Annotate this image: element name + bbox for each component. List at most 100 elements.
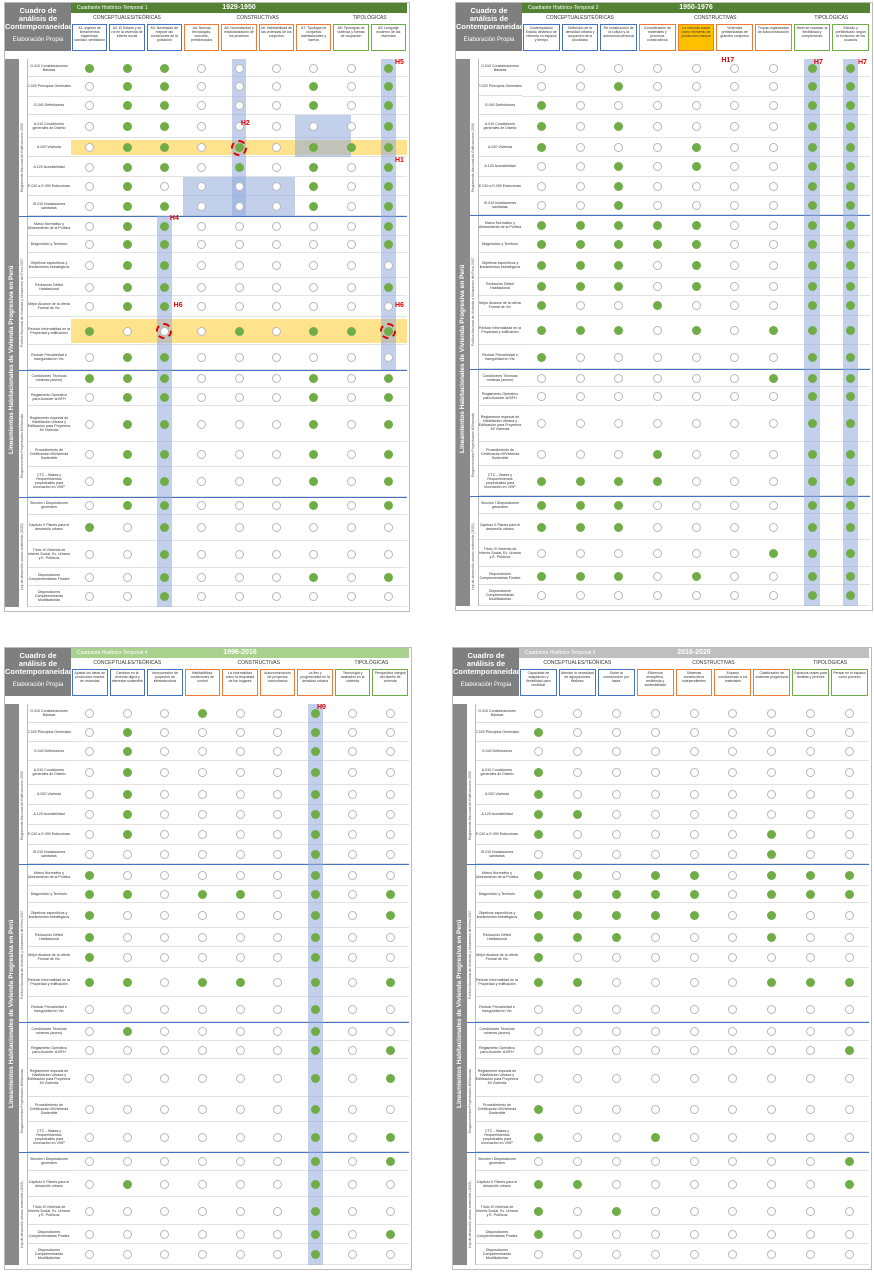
empty-dot — [85, 353, 95, 363]
row-label: Título III Vivienda de Interés Social, E… — [27, 1197, 71, 1226]
marked-dot — [536, 221, 546, 231]
marked-dot — [533, 952, 543, 962]
empty-dot — [385, 747, 395, 757]
empty-dot — [234, 282, 244, 292]
empty-dot — [85, 501, 95, 511]
empty-dot — [806, 850, 816, 860]
row-divider — [519, 1058, 869, 1060]
row-divider — [71, 927, 409, 929]
empty-dot — [652, 143, 662, 153]
empty-dot — [346, 121, 356, 131]
empty-dot — [614, 591, 624, 601]
empty-dot — [845, 1104, 855, 1114]
row-label: CTC – Bases y Requerimientos proyectuale… — [27, 1122, 71, 1153]
row-label: G.020 Principios Generales — [478, 77, 522, 97]
marked-dot — [846, 373, 856, 383]
empty-dot — [728, 1104, 738, 1114]
marked-dot — [383, 63, 393, 73]
empty-dot — [575, 419, 585, 429]
empty-dot — [346, 82, 356, 92]
side-title: Lineamientos Habitacionales de Vivienda … — [459, 264, 466, 453]
marked-dot — [650, 911, 660, 921]
empty-dot — [730, 476, 740, 486]
empty-dot — [197, 550, 207, 560]
marked-dot — [309, 419, 319, 429]
marked-dot — [846, 301, 856, 311]
marked-dot — [385, 1132, 395, 1142]
row-divider — [71, 1021, 409, 1023]
empty-dot — [235, 932, 245, 942]
marked-dot — [846, 63, 856, 73]
empty-dot — [767, 790, 777, 800]
marked-dot — [383, 572, 393, 582]
row-divider — [519, 996, 869, 998]
row-divider — [519, 945, 869, 947]
highlight-column — [231, 59, 247, 216]
marked-dot — [845, 1179, 855, 1189]
row-divider — [522, 440, 870, 442]
empty-dot — [346, 523, 356, 533]
marked-dot — [159, 221, 169, 231]
marked-dot — [846, 181, 856, 191]
empty-dot — [85, 101, 95, 111]
empty-dot — [614, 392, 624, 401]
empty-dot — [614, 373, 624, 383]
column-header: Habitabilidad, condiciones de confort — [184, 669, 221, 696]
row-label: Disposiciones Complementarias Finales — [478, 567, 522, 586]
marked-dot — [383, 121, 393, 131]
column-header: Capacidad de adaptación y flexibilidad p… — [520, 669, 557, 696]
empty-dot — [806, 1132, 816, 1142]
empty-dot — [768, 181, 778, 191]
empty-dot — [273, 1073, 283, 1083]
marked-dot — [310, 1005, 320, 1015]
empty-dot — [614, 301, 624, 311]
empty-dot — [575, 121, 585, 131]
empty-dot — [273, 932, 283, 942]
row-divider — [522, 276, 870, 278]
empty-dot — [235, 1104, 245, 1114]
marked-dot — [122, 121, 132, 131]
empty-dot — [346, 162, 356, 172]
side-title: Lineamientos Habitacionales de Vivienda … — [8, 919, 15, 1108]
empty-dot — [348, 911, 358, 921]
empty-dot — [197, 790, 207, 800]
column-header: A7: Tipología de conjuntos habitacionale… — [296, 24, 332, 51]
empty-dot — [85, 572, 95, 582]
row-label: Reducción Déficit Habitacional — [27, 928, 71, 947]
empty-dot — [767, 1229, 777, 1239]
row-label: Reducir Precariedad e Inseguridad en Viv… — [475, 997, 519, 1023]
marked-dot — [536, 500, 546, 510]
row-label: Objetivos específicos y lineamientos est… — [478, 253, 522, 278]
marked-dot — [159, 282, 169, 292]
hypothesis-label: H7 — [813, 59, 823, 66]
panel-subtitle: Elaboración Propia — [12, 37, 64, 43]
row-label: Disposiciones Complementarias Modificato… — [27, 586, 71, 607]
row-divider — [71, 514, 407, 516]
row-label: G.020 Principios Generales — [27, 77, 71, 97]
marked-dot — [122, 1027, 132, 1037]
row-label: Mejor Alcance de la oferta Formal de Viv… — [475, 947, 519, 968]
marked-dot — [845, 978, 855, 987]
group-separator — [470, 215, 870, 217]
row-label: Capítulo II Planes para el desarrollo ur… — [478, 514, 522, 541]
empty-dot — [650, 1179, 660, 1189]
empty-dot — [614, 352, 624, 362]
row-label: Reducción Déficit Habitacional — [478, 278, 522, 296]
empty-dot — [767, 728, 777, 737]
empty-dot — [575, 352, 585, 362]
row-label: Mejor Alcance de la oferta Formal de Viv… — [27, 947, 71, 968]
empty-dot — [845, 810, 855, 820]
marked-dot — [572, 810, 582, 820]
empty-dot — [197, 353, 207, 363]
empty-dot — [122, 1073, 132, 1083]
marked-dot — [122, 201, 132, 211]
empty-dot — [160, 1206, 170, 1216]
row-label: Diagnóstico y Territorio — [27, 236, 71, 254]
empty-dot — [728, 1005, 738, 1015]
marked-dot — [385, 1229, 395, 1239]
empty-dot — [650, 1073, 660, 1083]
column-header: A3: Necesidad de mejorar las condiciones… — [146, 24, 182, 51]
empty-dot — [85, 1132, 95, 1142]
row-divider — [71, 863, 409, 865]
empty-dot — [691, 201, 701, 211]
